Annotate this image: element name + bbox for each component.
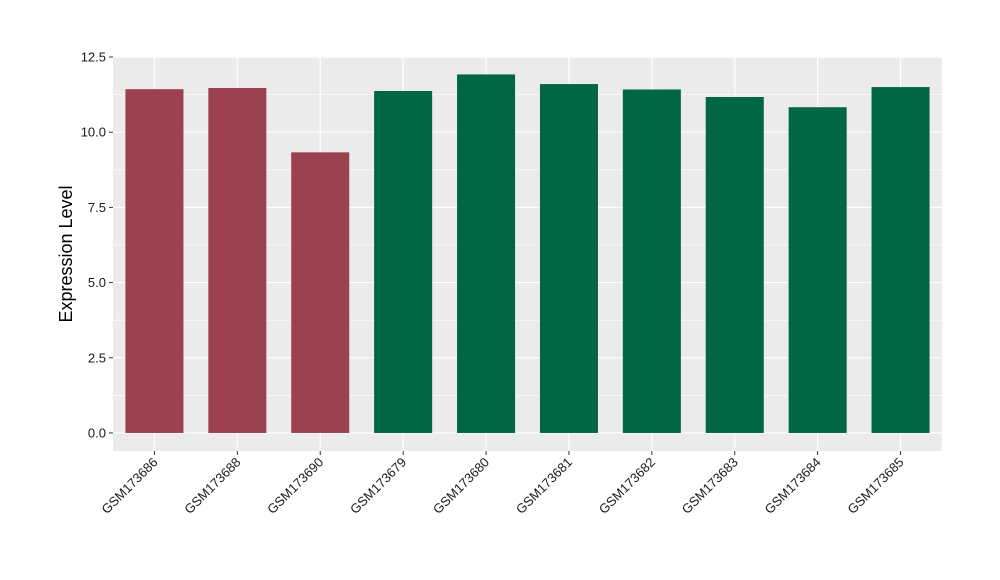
x-tick-label: GSM173688 [181, 455, 243, 517]
bar [622, 89, 681, 433]
bar [457, 74, 516, 433]
y-tick-label: 5.0 [88, 275, 106, 290]
x-tick-label: GSM173684 [762, 455, 824, 517]
x-tick-label: GSM173685 [844, 455, 906, 517]
bar [788, 107, 847, 433]
x-tick-label: GSM173680 [430, 455, 492, 517]
y-tick-label: 7.5 [88, 200, 106, 215]
x-tick-label: GSM173682 [596, 455, 658, 517]
bar [208, 87, 267, 433]
bar [374, 90, 433, 433]
bars [125, 74, 930, 433]
x-axis: GSM173686 GSM173688 GSM173690 GSM173679 GSM1… [98, 451, 907, 517]
x-tick-label: GSM173681 [513, 455, 575, 517]
bar [539, 84, 598, 433]
x-tick-label: GSM173686 [98, 455, 160, 517]
y-tick-label: 12.5 [81, 50, 106, 65]
y-tick-label: 2.5 [88, 350, 106, 365]
bar [291, 152, 350, 433]
bar [705, 97, 764, 433]
x-tick-label: GSM173690 [264, 455, 326, 517]
bar [125, 89, 184, 433]
y-axis: 0.0 2.5 5.0 7.5 10.0 12.5 [81, 50, 113, 440]
bar [871, 87, 930, 433]
y-tick-label: 10.0 [81, 125, 106, 140]
y-axis-title: Expression Level [56, 185, 76, 322]
x-tick-label: GSM173679 [347, 455, 409, 517]
x-tick-label: GSM173683 [679, 455, 741, 517]
y-tick-label: 0.0 [88, 425, 106, 440]
